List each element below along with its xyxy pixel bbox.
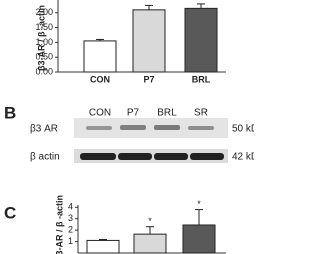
y-axis-label: β3-AR / β -actin <box>36 5 46 71</box>
figure: B C CON P7 BRL SR β3 AR 50 kD β actin 42… <box>4 0 254 254</box>
bar <box>133 233 167 254</box>
y-tick-label: 0.00 <box>35 66 53 76</box>
panel-label: C <box>4 203 16 222</box>
y-axis-label: β3-AR / β -actin <box>54 195 64 254</box>
significance: * <box>197 199 201 209</box>
bar <box>132 9 166 73</box>
bar <box>86 239 120 254</box>
bands <box>80 153 224 160</box>
y-tick-label: 0.50 <box>35 52 53 62</box>
lane-label: SR <box>194 108 208 119</box>
row-label: β actin <box>30 152 60 163</box>
row-label: β3 AR <box>30 124 58 135</box>
size-label: 50 kD <box>232 124 254 135</box>
lane-label: CON <box>89 108 111 119</box>
y-tick-label: 1.00 <box>35 37 53 47</box>
y-tick-label: 2.00 <box>35 7 53 17</box>
bands <box>86 125 214 130</box>
size-label: 42 kD <box>232 152 254 163</box>
blot-strip <box>74 118 228 138</box>
panel-label: B <box>4 103 16 122</box>
y-tick-label: 1.50 <box>35 22 53 32</box>
y-tick-label: 2 <box>68 225 73 235</box>
bar <box>83 40 117 73</box>
y-tick-label: 1 <box>68 236 73 246</box>
bar <box>184 7 218 73</box>
significance: * <box>148 216 152 226</box>
x-tick-label: P7 <box>143 74 154 84</box>
x-tick-label: CON <box>90 74 110 84</box>
bar <box>182 224 216 254</box>
y-tick-label: 3 <box>68 213 73 223</box>
lane-label: BRL <box>157 108 177 119</box>
lane-label: P7 <box>127 108 140 119</box>
x-tick-label: BRL <box>192 74 211 84</box>
y-tick-label: 4 <box>68 202 73 212</box>
